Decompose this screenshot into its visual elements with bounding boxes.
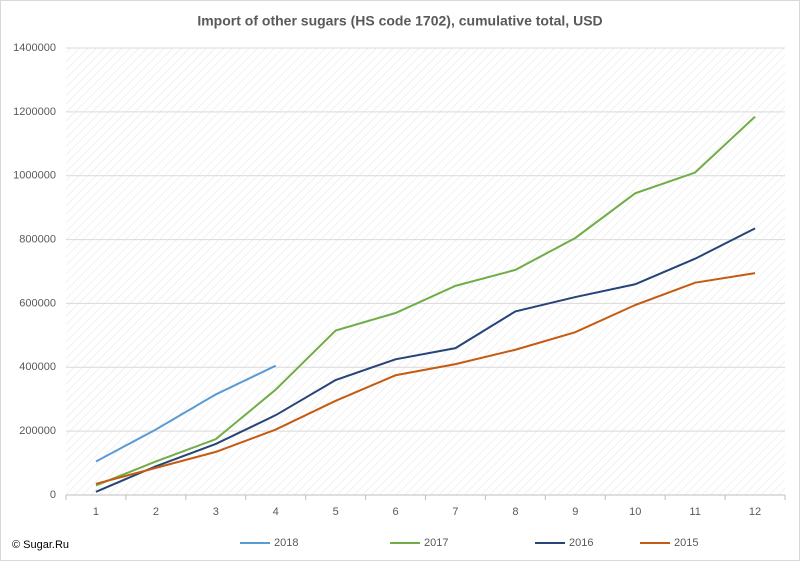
x-tick-label: 11 xyxy=(689,506,700,518)
x-tick-label: 9 xyxy=(572,506,578,518)
y-tick-label: 600000 xyxy=(19,297,56,309)
legend-label: 2016 xyxy=(569,537,593,549)
x-tick-label: 3 xyxy=(213,506,219,518)
x-tick-label: 12 xyxy=(749,506,761,518)
plot-area xyxy=(66,48,785,495)
x-tick-label: 1 xyxy=(93,506,99,518)
y-tick-label: 0 xyxy=(50,489,56,501)
y-tick-label: 1200000 xyxy=(13,106,56,118)
x-tick-label: 5 xyxy=(333,506,339,518)
copyright: © Sugar.Ru xyxy=(12,539,69,551)
x-tick-label: 8 xyxy=(512,506,518,518)
x-tick-label: 7 xyxy=(452,506,458,518)
x-tick-label: 6 xyxy=(392,506,398,518)
y-tick-label: 1400000 xyxy=(13,42,56,54)
chart-title: Import of other sugars (HS code 1702), c… xyxy=(197,13,602,29)
series-line xyxy=(95,272,756,485)
legend-label: 2017 xyxy=(424,537,448,549)
series-line xyxy=(95,364,277,463)
legend-label: 2015 xyxy=(674,537,698,549)
x-tick-label: 10 xyxy=(629,506,641,518)
y-tick-label: 800000 xyxy=(19,233,56,245)
legend-label: 2018 xyxy=(274,537,298,549)
y-tick-label: 400000 xyxy=(19,361,56,373)
y-tick-label: 200000 xyxy=(19,425,56,437)
x-tick-label: 4 xyxy=(273,506,279,518)
series-line xyxy=(95,227,756,493)
x-tick-label: 2 xyxy=(153,506,159,518)
y-tick-label: 1000000 xyxy=(13,170,56,182)
series-line xyxy=(95,115,756,487)
